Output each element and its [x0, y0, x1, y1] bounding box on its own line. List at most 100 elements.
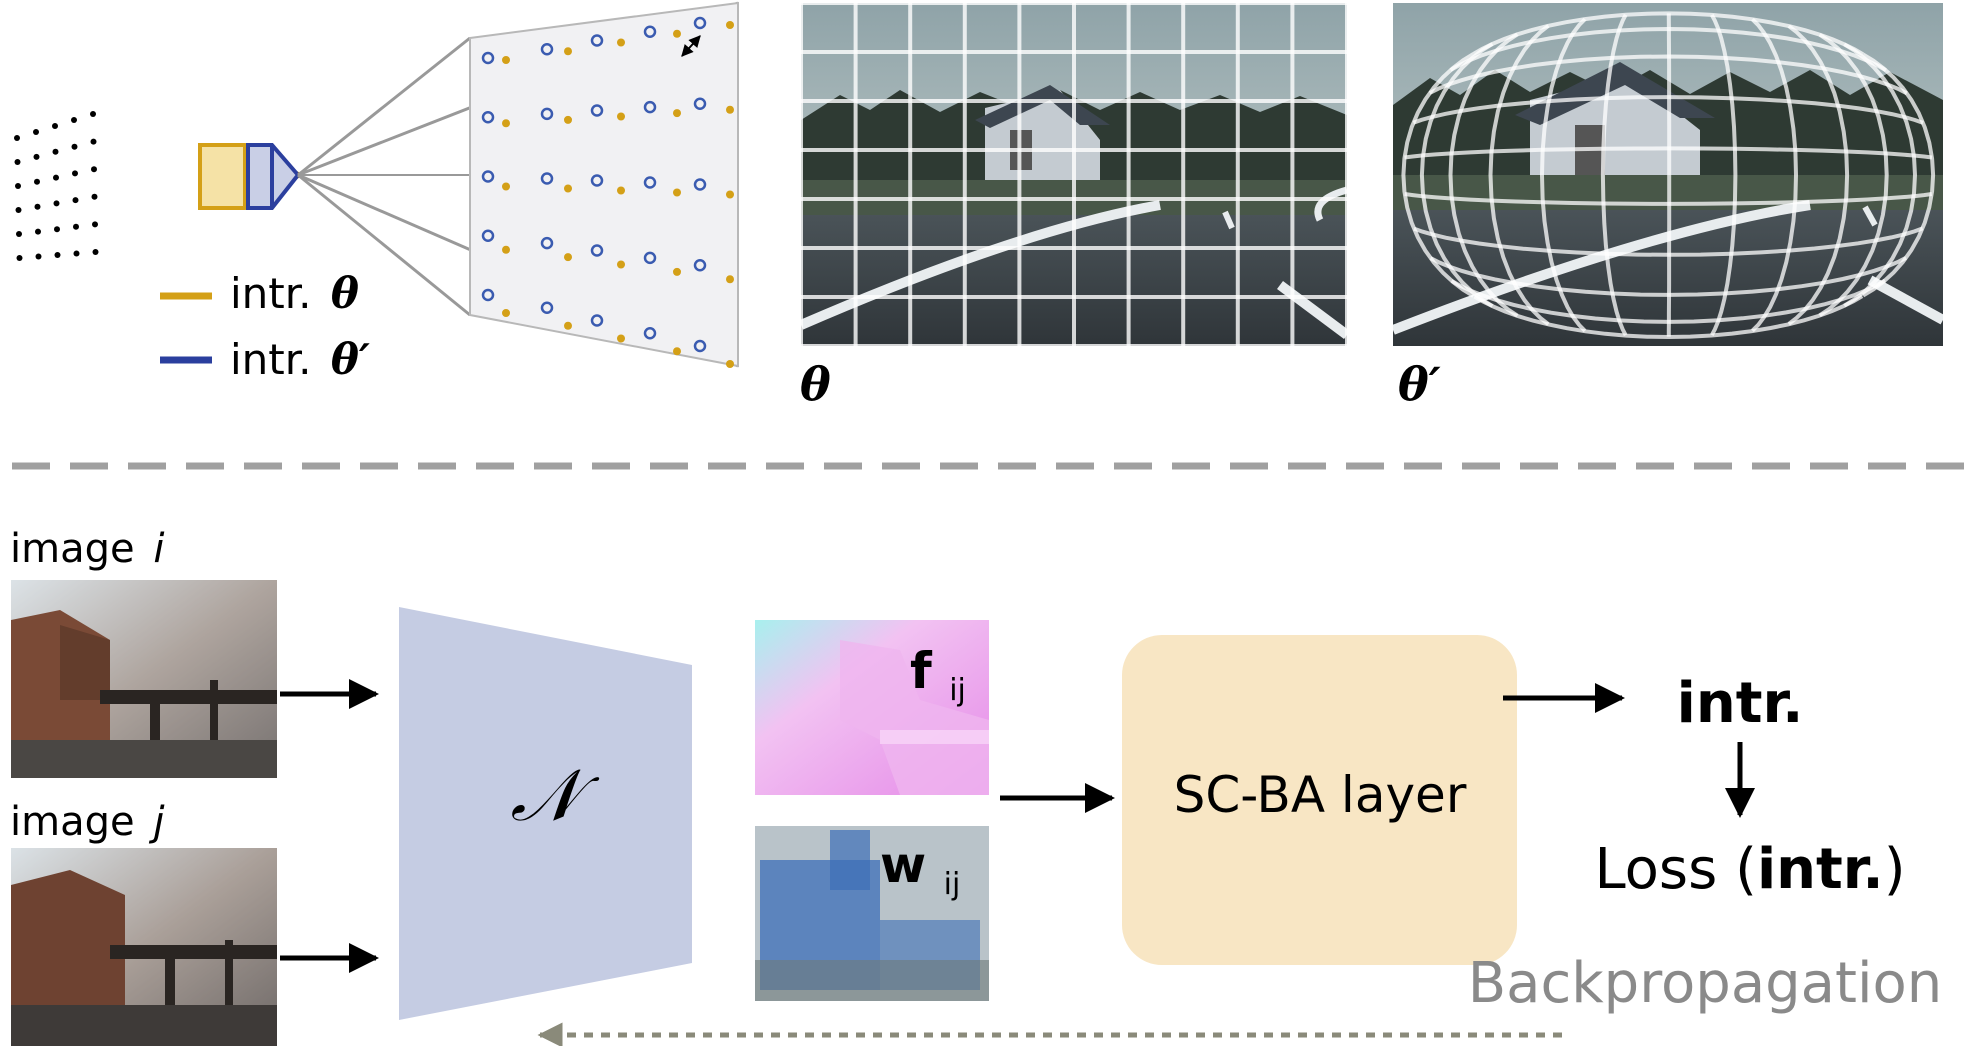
grid-dot: [16, 255, 23, 261]
point-theta-prime: [590, 244, 604, 257]
point-theta-prime: [693, 97, 707, 110]
point-theta-prime: [481, 111, 495, 124]
flow-image: [755, 620, 989, 795]
point-theta: [726, 275, 734, 284]
point-theta-prime: [540, 107, 554, 121]
projected-points: [481, 16, 734, 368]
scba-layer-label: SC-BA layer: [1174, 766, 1467, 824]
grid-dot: [92, 249, 99, 255]
point-theta: [617, 260, 625, 269]
point-theta-prime: [590, 174, 604, 187]
point-theta: [564, 253, 572, 262]
label-image-i: image i: [10, 526, 164, 572]
intr-output-label: intr.: [1677, 671, 1804, 736]
point-theta: [673, 188, 681, 197]
distorted-grid-line-vertical: [1843, 42, 1918, 308]
image-plane: [469, 1, 739, 368]
point-theta: [564, 115, 572, 124]
weight-image: [755, 826, 989, 1001]
point-theta-prime: [540, 236, 554, 250]
backpropagation-label: Backpropagation: [1468, 951, 1943, 1016]
distorted-grid-overlay: [1401, 11, 1936, 340]
offset-arrow-icon: [681, 35, 701, 57]
grid-dot: [90, 111, 96, 117]
grid-dot: [16, 231, 22, 237]
network-block: [399, 607, 692, 1020]
point-theta-prime: [481, 229, 495, 242]
point-theta-prime: [540, 172, 554, 185]
grid-dot: [72, 197, 79, 204]
grid-dot: [15, 207, 22, 213]
label-image-j: image j: [10, 799, 165, 845]
point-theta-prime: [693, 178, 707, 191]
point-theta: [726, 21, 734, 29]
point-theta: [564, 184, 572, 193]
point-theta: [673, 109, 681, 118]
point-theta-prime: [481, 170, 495, 183]
distorted-grid-line-vertical: [1818, 32, 1889, 318]
point-theta: [502, 119, 510, 128]
grid-dot: [91, 166, 97, 173]
point-theta-prime: [693, 339, 707, 353]
distorted-grid-line-horizontal: [1449, 26, 1887, 73]
distorted-grid-line-horizontal: [1472, 11, 1865, 57]
grid-dot: [73, 250, 80, 257]
point-theta-prime: [481, 288, 495, 302]
point-theta: [617, 112, 625, 121]
point-theta-prime: [693, 259, 707, 272]
point-theta-prime: [643, 327, 657, 340]
label-theta: θ: [800, 357, 831, 411]
point-theta: [502, 182, 510, 191]
distorted-grid-line-vertical: [1787, 24, 1850, 326]
distorted-grid-line-vertical: [1419, 42, 1494, 308]
point-theta: [617, 38, 625, 47]
point-theta: [617, 186, 625, 195]
grid-dot: [91, 193, 98, 200]
point-theta: [726, 360, 734, 368]
distorted-grid-line-horizontal: [1404, 146, 1933, 160]
grid-dot: [54, 226, 60, 233]
point-theta-prime: [693, 16, 707, 30]
distorted-grid-line-horizontal: [1450, 278, 1886, 324]
point-theta-prime: [540, 43, 554, 56]
point-theta-prime: [643, 176, 657, 189]
grid-dot: [35, 228, 41, 235]
input-image-i: [11, 580, 277, 778]
grid-dot: [73, 223, 79, 230]
distorted-grid-line-vertical: [1488, 24, 1550, 326]
point-theta-prime: [590, 314, 604, 327]
grid-dot: [34, 178, 40, 185]
point-grid: [14, 111, 99, 261]
distorted-grid-line-vertical: [1448, 32, 1519, 318]
camera-theta-prime-icon: [246, 143, 301, 210]
grid-dot: [33, 153, 40, 160]
grid-dot: [53, 200, 60, 207]
legend-intr-theta: intr. θ: [230, 269, 359, 318]
point-theta: [673, 347, 681, 356]
point-theta: [502, 56, 510, 64]
distorted-grid-line-vertical: [1710, 13, 1738, 337]
point-theta-prime: [643, 100, 657, 114]
grid-dot: [33, 129, 39, 135]
distorted-grid-line-vertical: [1539, 17, 1587, 333]
scba-layer-block: [1122, 635, 1517, 965]
loss-label: Loss (intr.): [1594, 837, 1905, 902]
distorted-grid-line-horizontal: [1473, 294, 1864, 340]
grid-dot: [54, 252, 61, 258]
grid-dot: [34, 203, 41, 210]
grid-dot: [92, 221, 98, 228]
grid-dot: [90, 138, 97, 145]
point-theta: [673, 267, 681, 276]
distorted-grid-line-horizontal: [1428, 54, 1908, 96]
input-image-j: [11, 848, 277, 1046]
grid-dot: [14, 159, 21, 165]
point-theta-prime: [590, 34, 604, 47]
image-theta-prime: [1393, 3, 1943, 346]
distorted-grid-line-horizontal: [1413, 226, 1924, 257]
point-theta-prime: [643, 251, 657, 265]
grid-dot: [15, 183, 21, 189]
point-theta-prime: [481, 51, 495, 65]
point-theta: [564, 321, 572, 330]
legend-intr-theta-prime: intr. θ′: [230, 335, 370, 384]
point-theta: [726, 105, 734, 114]
